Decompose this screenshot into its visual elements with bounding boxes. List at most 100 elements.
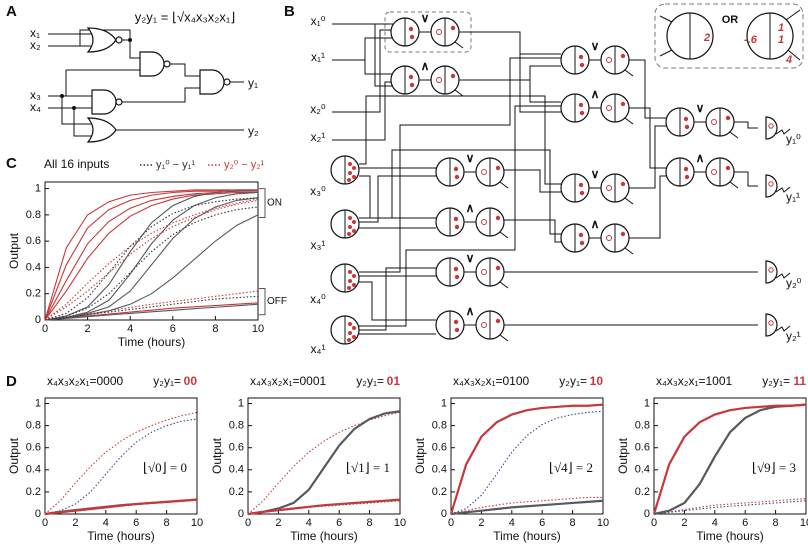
input-state: x₄x₃x₂x₁=0000 — [47, 374, 124, 388]
junction — [60, 94, 64, 98]
x-axis-label: Time (hours) — [290, 529, 358, 543]
output-label: y₂¹ — [786, 329, 801, 343]
series-line — [247, 411, 401, 515]
y-tick-label: 1 — [238, 397, 244, 409]
annotation: ⌊√9⌋ = 3 — [752, 460, 796, 475]
wire — [359, 281, 436, 321]
weight-dot — [348, 331, 352, 335]
weight: 4 — [785, 54, 792, 66]
y-tick-label: 0.8 — [26, 209, 41, 221]
y-axis-label: Output — [616, 437, 630, 474]
nor-gate — [86, 27, 117, 53]
wire — [624, 197, 634, 205]
threshold — [606, 105, 612, 111]
junction — [128, 38, 132, 42]
output-label: y₂ — [248, 124, 259, 138]
weight-dot — [684, 174, 690, 180]
signal — [775, 186, 791, 193]
weight-dot — [348, 216, 352, 220]
bubble — [115, 36, 123, 44]
wire — [499, 334, 509, 342]
input-label: x₃¹ — [311, 238, 326, 252]
input-label: x₂ — [30, 38, 41, 52]
weight-dot — [347, 232, 351, 236]
y-axis-label: Output — [413, 437, 427, 474]
wire — [359, 175, 436, 223]
weight-dot — [348, 279, 352, 283]
weight-dot — [683, 166, 689, 172]
weight-dot — [683, 116, 689, 122]
weight-dot — [454, 224, 460, 230]
y-tick-label: 0 — [644, 508, 650, 520]
y-tick-label: 1 — [35, 397, 41, 409]
plot-frame — [44, 397, 198, 515]
input-label: x₁¹ — [311, 50, 325, 64]
threshold — [481, 269, 487, 275]
annotation: ⌊√0⌋ = 0 — [143, 460, 187, 475]
nand-gate — [91, 89, 117, 115]
series-line — [44, 498, 198, 516]
legend-label: y₁⁰ − y₁¹ — [156, 159, 195, 171]
y-tick-label: 0.8 — [635, 420, 650, 432]
weight-dot — [347, 338, 351, 342]
signal — [775, 128, 791, 135]
weight-dot — [454, 174, 460, 180]
weight-dot — [348, 225, 352, 229]
series-line — [449, 403, 604, 515]
x-tick-label: 4 — [509, 517, 515, 529]
weight-dot — [348, 171, 352, 175]
weight-dot — [684, 124, 690, 130]
series-line — [44, 199, 259, 321]
threshold — [768, 267, 774, 273]
y-tick-label: 0.8 — [26, 420, 41, 432]
x-tick-label: 2 — [478, 517, 484, 529]
input-state: x₄x₃x₂x₁=0100 — [453, 374, 530, 388]
panel-label: D — [6, 373, 17, 390]
output-value: 11 — [793, 374, 806, 388]
series-line — [44, 303, 259, 321]
weight-dot — [725, 165, 731, 171]
wire — [529, 65, 561, 80]
y-tick-label: 0.6 — [26, 235, 41, 247]
weight-dot — [348, 322, 352, 326]
weight-dot — [453, 266, 459, 272]
weight-dot — [578, 102, 584, 108]
weight-dot — [579, 62, 585, 68]
inset-title: OR — [722, 14, 739, 26]
threshold — [436, 29, 442, 35]
gate-op: ∨ — [466, 151, 475, 165]
wire — [332, 29, 392, 113]
y-tick-label: 0.4 — [432, 464, 447, 476]
x-tick-label: 6 — [336, 517, 342, 529]
wire — [359, 95, 561, 185]
weight: -.6 — [744, 34, 758, 46]
output-value: 00 — [184, 374, 198, 388]
series-line — [44, 418, 198, 515]
y-tick-label: 0 — [441, 508, 447, 520]
gate-op: ∨ — [466, 251, 475, 265]
gate-op: ∧ — [591, 217, 600, 231]
y-tick-label: 0.2 — [229, 486, 244, 498]
x-tick-label: 6 — [539, 517, 545, 529]
annotation: ON — [267, 198, 282, 209]
series-line — [44, 189, 259, 321]
x-tick-label: 8 — [164, 517, 170, 529]
input-label: x₂⁰ — [310, 102, 326, 116]
y-tick-label: 0.4 — [635, 464, 650, 476]
y-tick-label: 0.6 — [635, 442, 650, 454]
gate-op: ∨ — [591, 39, 600, 53]
wire — [729, 131, 739, 139]
bracket — [259, 287, 266, 316]
weight-dot — [578, 232, 584, 238]
panel-label: C — [6, 155, 17, 172]
weight-dot — [578, 182, 584, 188]
wire — [374, 24, 392, 87]
annotation: ⌊√4⌋ = 2 — [549, 460, 593, 475]
weight-dot — [347, 178, 351, 182]
wire — [499, 181, 509, 189]
threshold — [436, 77, 442, 83]
wire — [504, 169, 561, 193]
series-line — [44, 198, 259, 321]
threshold — [711, 119, 717, 125]
